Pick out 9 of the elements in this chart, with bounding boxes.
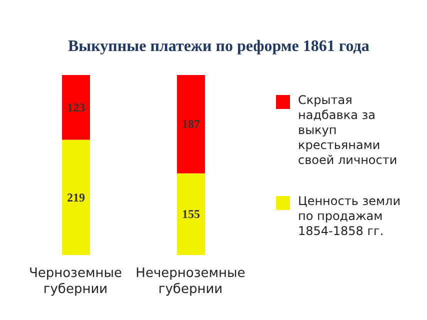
x-tick-label: Черноземные губернии	[28, 266, 122, 297]
data-label: 155	[182, 207, 200, 222]
chart-title: Выкупные платежи по реформе 1861 года	[68, 38, 370, 56]
data-label: 123	[67, 100, 85, 114]
data-label: 219	[67, 190, 85, 204]
data-label: 187	[182, 117, 200, 132]
legend-label: Ценность земли по продажам 1854-1858 гг.	[298, 194, 402, 239]
x-tick-label: Нечерноземные губернии	[136, 266, 246, 297]
legend-label: Скрытая надбавка за выкуп крестьянами своей личности	[298, 93, 398, 168]
